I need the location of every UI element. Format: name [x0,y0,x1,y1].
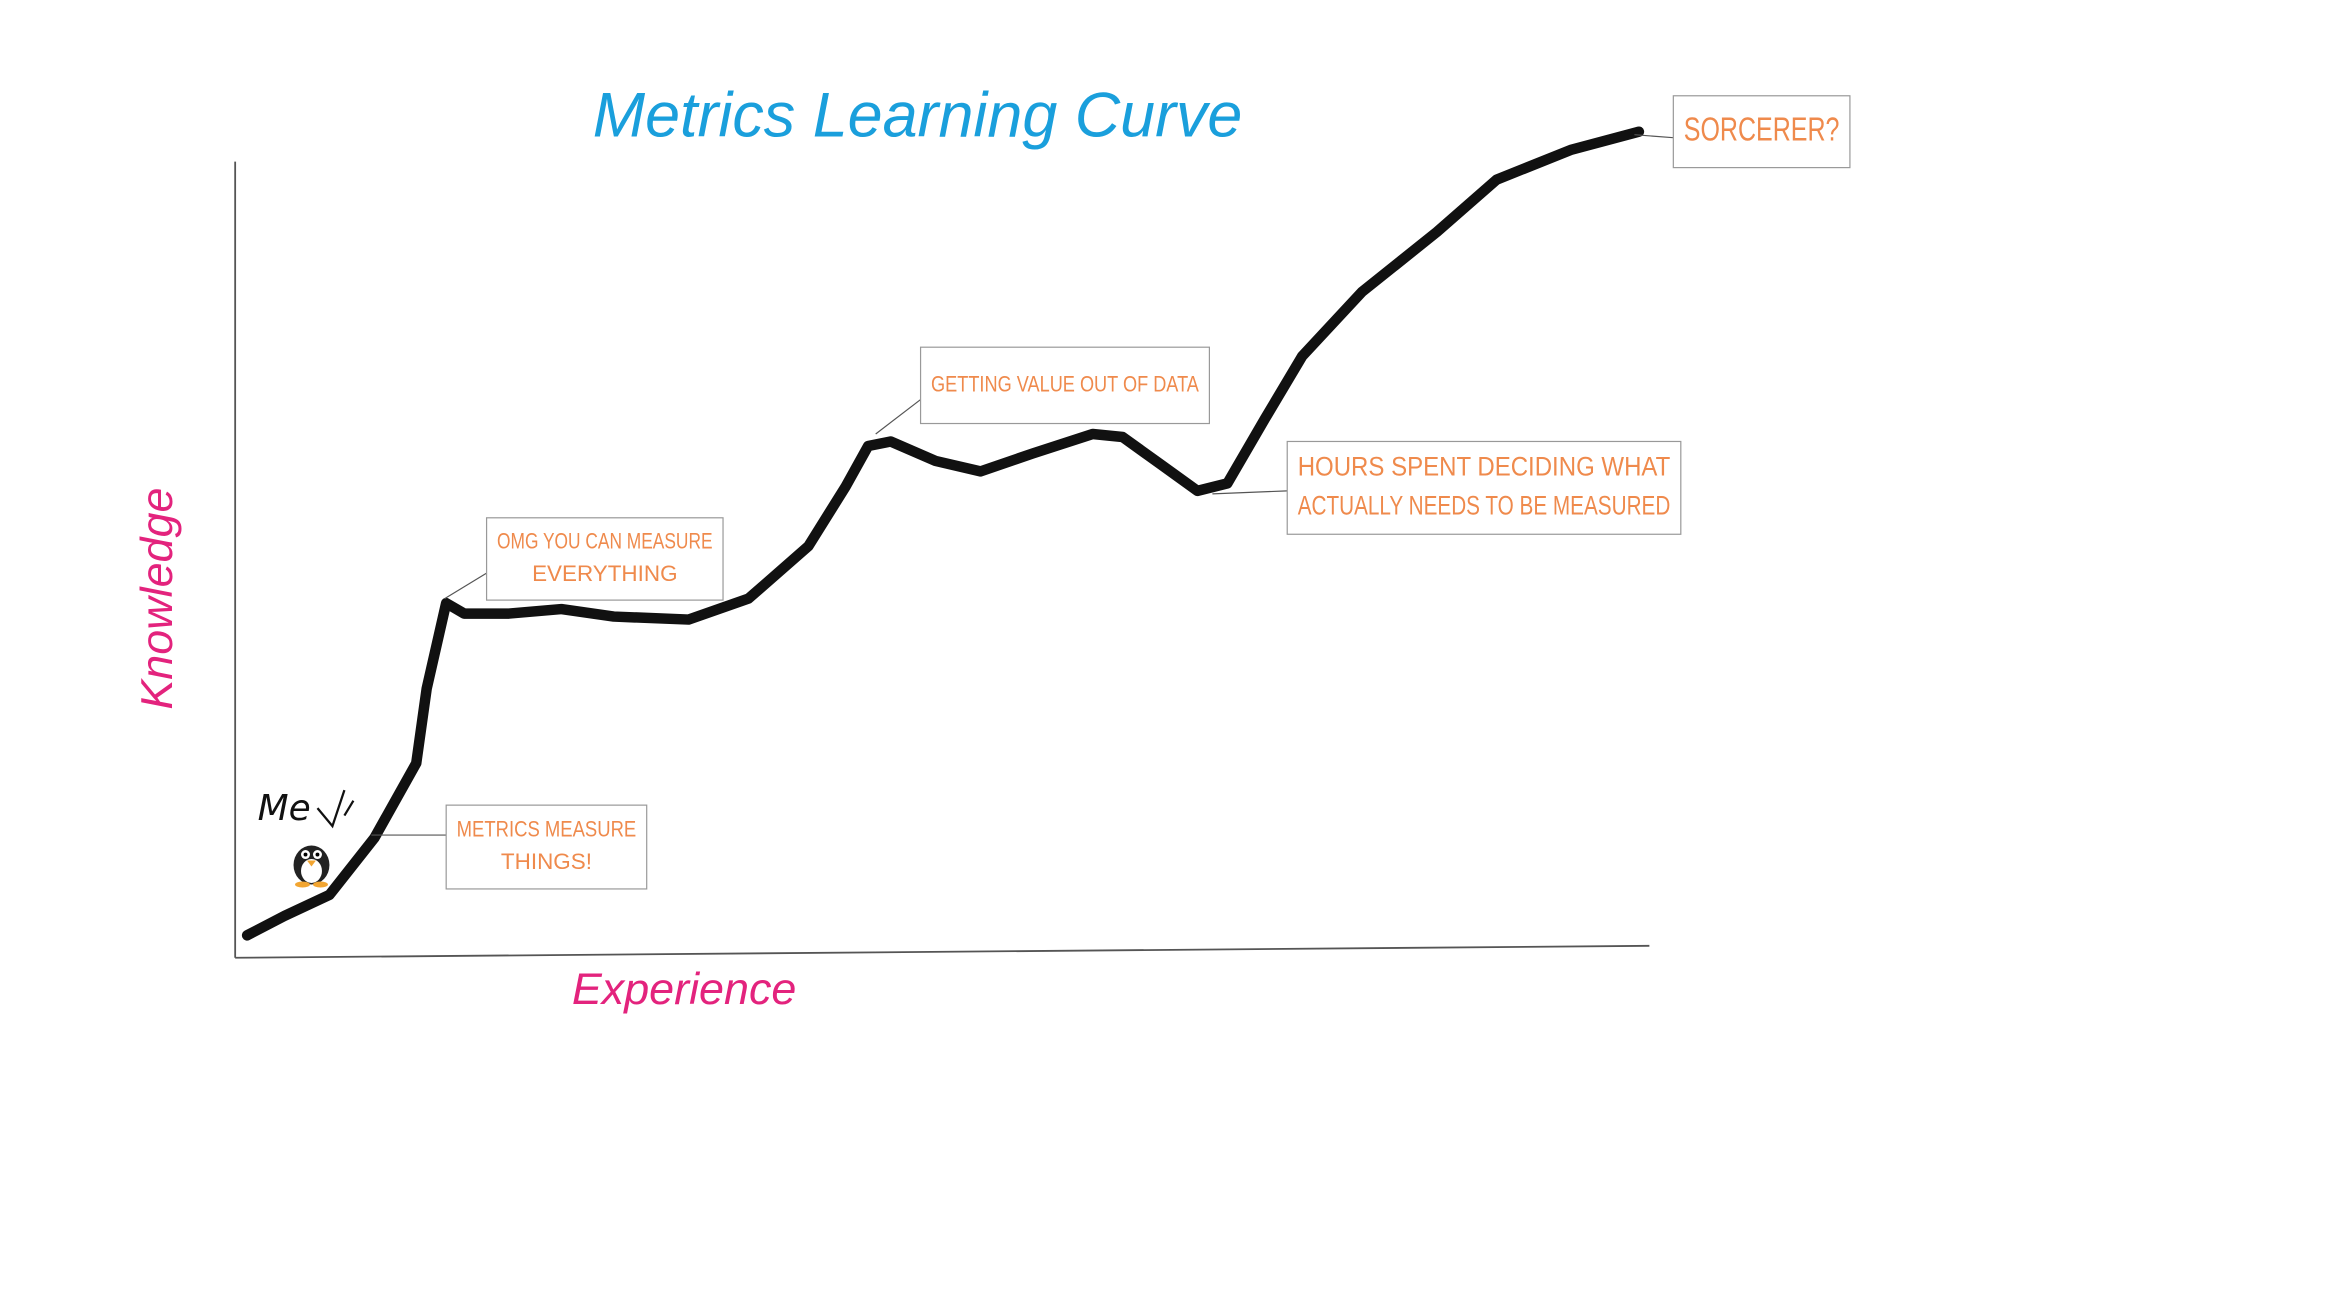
me-label: Me [258,788,311,829]
connector [444,572,487,600]
annotation-text: ACTUALLY NEEDS TO BE MEASURED [1298,491,1671,521]
connector [1212,490,1288,495]
annotation-text: HOURS SPENT DECIDING WHAT [1298,451,1671,481]
scribble [316,789,355,829]
annotation-box [919,346,1211,425]
annotations: METRICS MEASURE THINGS! OMG YOU CAN MEASUR… [445,95,1851,890]
y-axis-label: Knowledge [131,488,182,710]
penguin-icon [293,845,330,888]
title: Metrics Learning Curve [593,80,1243,150]
annotation-text: SORCERER? [1684,110,1840,147]
x-axis [235,944,1650,959]
annotation-box [1286,440,1682,535]
learning-curve [241,126,1645,941]
connector [875,399,921,435]
annotation-box [1672,95,1851,169]
annotation-text: GETTING VALUE OUT OF DATA [931,371,1199,396]
connector [1634,134,1674,139]
annotation-text: METRICS MEASURE [457,817,637,842]
annotation-box [485,517,724,601]
annotation-box [445,804,648,890]
annotation-text: OMG YOU CAN MEASURE [497,529,713,554]
x-axis-label: Experience [572,963,797,1014]
annotation-text: EVERYTHING [532,561,677,586]
annotation-text: THINGS! [501,849,592,874]
